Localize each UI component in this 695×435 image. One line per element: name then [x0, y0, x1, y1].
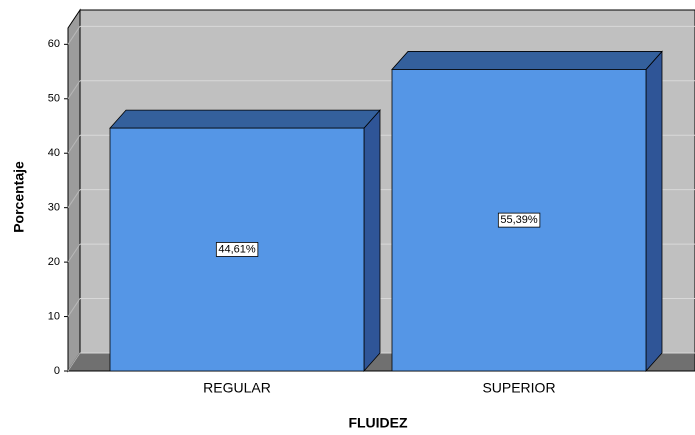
bar-side	[363, 109, 381, 373]
y-tick-label: 40	[48, 147, 60, 159]
y-tick-label: 50	[48, 93, 60, 105]
y-tick-label: 0	[54, 365, 60, 377]
y-tick-label: 30	[48, 202, 60, 214]
grid-line	[67, 243, 81, 263]
grid-line	[67, 80, 81, 100]
bar-top	[391, 51, 663, 70]
x-tick-label: SUPERIOR	[482, 380, 555, 396]
y-axis-title: Porcentaje	[11, 161, 27, 233]
bar-top	[109, 109, 381, 129]
x-tick-label: REGULAR	[203, 380, 271, 396]
value-label: 44,61%	[218, 243, 256, 255]
grid-line	[67, 189, 81, 208]
y-tick-label: 60	[48, 38, 60, 50]
y-tick-label: 10	[48, 310, 60, 322]
bar	[109, 109, 381, 373]
value-label-box	[497, 212, 541, 228]
x-axis-title: FLUIDEZ	[348, 415, 408, 431]
grid-line	[67, 26, 81, 45]
grid-line	[67, 134, 81, 154]
value-label: 55,39%	[500, 214, 538, 226]
grid-line	[67, 298, 81, 317]
value-label-box	[215, 242, 259, 257]
left-wall	[67, 8, 81, 373]
bar	[391, 50, 663, 373]
grid-line	[67, 352, 81, 372]
y-tick-label: 20	[48, 256, 60, 268]
bar-side	[645, 50, 663, 373]
